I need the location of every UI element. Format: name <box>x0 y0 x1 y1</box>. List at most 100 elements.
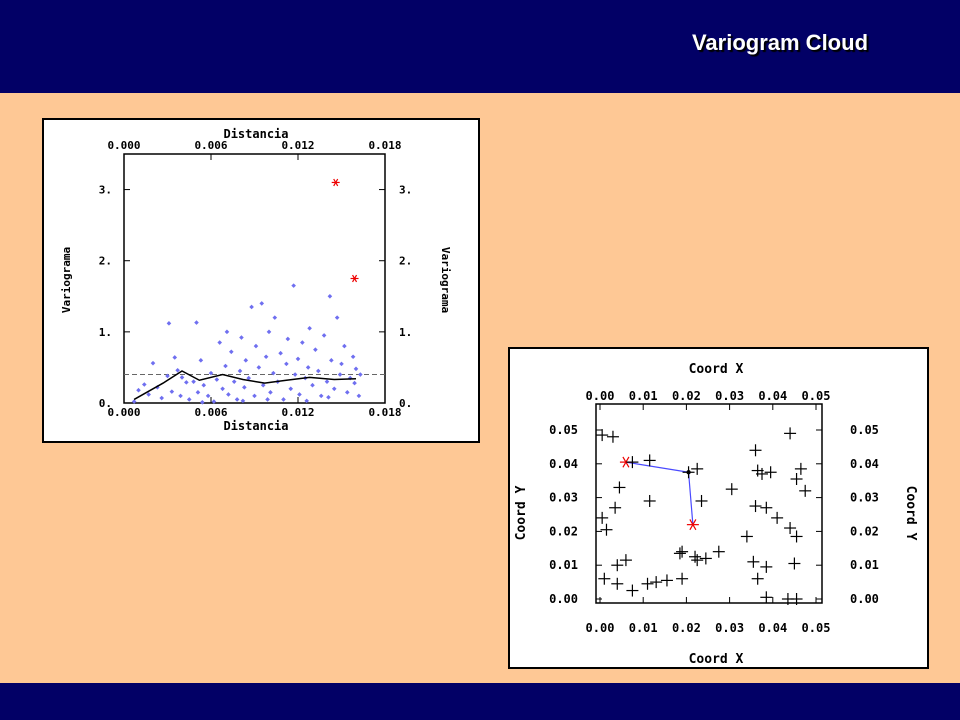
location-point <box>596 429 609 442</box>
cloud-point <box>285 336 291 342</box>
x-tick-label-bottom: 0.03 <box>715 621 744 635</box>
x-tick-label-bottom: 0.012 <box>281 406 314 419</box>
y-tick-label-right: 0.04 <box>850 457 879 471</box>
cloud-point <box>136 387 141 393</box>
cloud-point <box>326 395 331 400</box>
cloud-point <box>175 367 180 373</box>
y-tick-label-right: 1. <box>399 326 412 339</box>
cloud-point <box>231 379 237 384</box>
slide-title: Variogram Cloud <box>691 30 869 55</box>
left-y-axis-label: Variograma <box>60 247 73 313</box>
cloud-point <box>291 283 296 288</box>
pair-line <box>625 461 689 473</box>
cloud-point <box>353 366 359 372</box>
location-point <box>613 481 626 494</box>
cloud-point <box>146 392 151 397</box>
cloud-point <box>198 358 204 363</box>
location-point <box>643 494 656 507</box>
cloud-point <box>205 393 211 399</box>
location-points <box>596 427 812 605</box>
x-tick-label-top: 0.000 <box>107 139 140 152</box>
right-y-axis-label: Coord Y <box>903 486 918 541</box>
cloud-point <box>266 329 272 335</box>
y-tick-label-right: 0.02 <box>850 524 879 538</box>
location-point <box>689 550 702 563</box>
cloud-point <box>300 340 305 345</box>
location-point <box>600 523 613 536</box>
cloud-point <box>337 372 343 377</box>
cloud-point <box>191 379 196 384</box>
x-tick-label-top: 0.05 <box>802 389 831 403</box>
cloud-point <box>331 386 337 392</box>
location-point <box>756 467 768 480</box>
cloud-point <box>256 365 262 370</box>
cloud-point <box>260 382 266 388</box>
cloud-point <box>324 379 330 384</box>
location-point <box>626 456 639 469</box>
location-point <box>691 462 704 475</box>
top-x-axis-label: Distancia <box>223 127 288 141</box>
cloud-point <box>278 350 283 356</box>
y-tick-label-left: 2. <box>99 255 112 268</box>
outlier-points <box>331 178 359 283</box>
y-tick-label-left: 0.04 <box>549 457 578 471</box>
location-point <box>790 593 803 605</box>
bottom-x-axis-label: Distancia <box>223 419 288 433</box>
y-tick-label-left: 0.02 <box>549 524 578 538</box>
cloud-point <box>252 393 257 399</box>
y-tick-label-left: 3. <box>99 184 112 197</box>
cloud-point <box>356 393 362 399</box>
cloud-point <box>172 355 178 360</box>
location-point <box>676 545 689 558</box>
cloud-point <box>271 370 276 376</box>
location-point <box>611 559 624 572</box>
cloud-point <box>229 349 234 355</box>
x-tick-label-bottom: 0.00 <box>586 621 615 635</box>
y-tick-label-right: 0.05 <box>850 423 879 437</box>
cloud-point <box>214 377 220 382</box>
cloud-point <box>240 398 246 404</box>
cloud-point <box>297 392 302 397</box>
x-tick-label-bottom: 0.04 <box>758 621 787 635</box>
y-tick-label-left: 0.01 <box>549 558 578 572</box>
outlier-point <box>331 178 340 187</box>
cloud-point <box>358 372 363 377</box>
y-tick-label-left: 0.05 <box>549 423 578 437</box>
cloud-point <box>169 389 175 394</box>
location-point <box>682 466 695 479</box>
location-point <box>749 500 762 513</box>
location-point <box>725 483 738 496</box>
location-point <box>712 545 725 558</box>
x-tick-label-bottom: 0.018 <box>368 406 401 419</box>
location-point <box>673 547 686 560</box>
header-band <box>0 0 960 93</box>
cloud-point <box>295 356 301 362</box>
cloud-point <box>184 380 189 385</box>
cloud-point <box>259 301 265 306</box>
cloud-point <box>195 390 201 395</box>
cloud-point <box>179 375 185 380</box>
cloud-point <box>263 354 269 360</box>
cloud-point <box>253 343 259 349</box>
location-point <box>695 494 708 507</box>
x-tick-label-top: 0.018 <box>368 139 401 152</box>
cloud-point <box>226 392 231 397</box>
cloud-point <box>342 343 347 349</box>
y-tick-label-right: 0.00 <box>850 592 879 606</box>
x-tick-label-top: 0.012 <box>281 139 314 152</box>
location-point <box>606 430 619 443</box>
location-point <box>751 572 764 585</box>
cloud-point <box>200 399 205 405</box>
cloud-point <box>150 360 156 366</box>
coordinates-chart-panel: 0.00 0.00 0.01 0.01 0.02 0.02 0.03 0.03 0.04 0.04… <box>508 347 929 669</box>
axes: 0.000 0.000 0.006 0.006 0.012 0.012 0.018 0.018… <box>99 139 413 419</box>
cloud-point <box>131 399 137 404</box>
cloud-point <box>305 365 311 370</box>
y-tick-label-left: 0.03 <box>549 491 578 505</box>
cloud-point <box>284 361 289 367</box>
cloud-point <box>165 373 170 379</box>
cloud-point <box>313 347 318 352</box>
cloud-point <box>334 315 340 320</box>
y-tick-label-right: 0.03 <box>850 491 879 505</box>
bottom-x-axis-label: Coord X <box>689 652 744 667</box>
